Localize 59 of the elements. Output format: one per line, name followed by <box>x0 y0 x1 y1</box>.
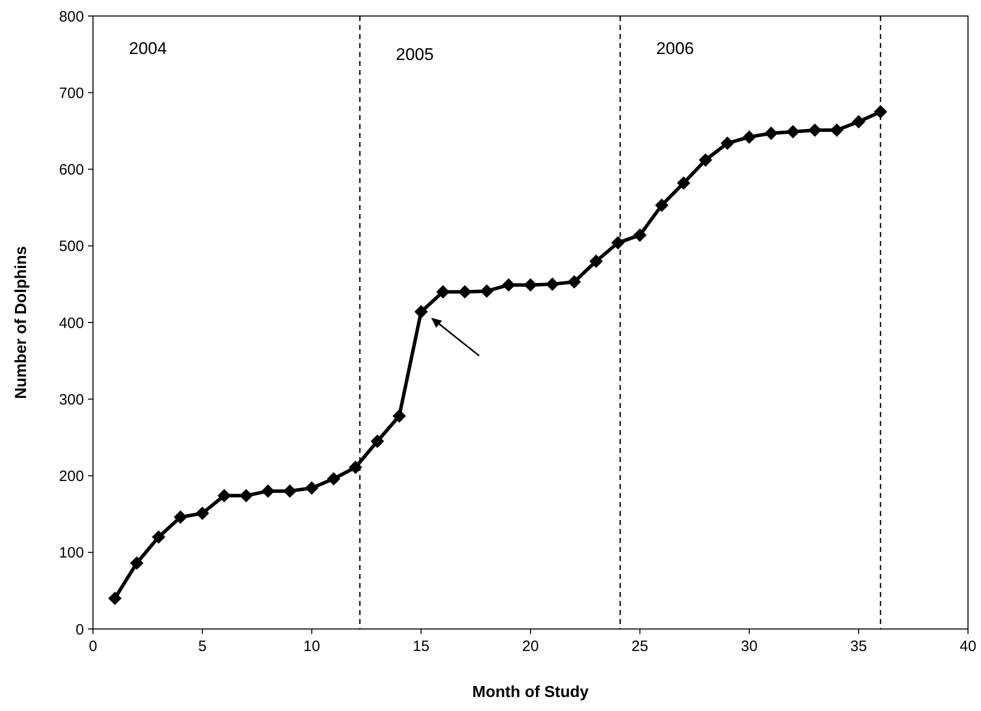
y-tick-label: 700 <box>58 84 84 102</box>
point <box>764 126 778 140</box>
x-tick-label: 40 <box>960 638 976 655</box>
point <box>130 556 144 570</box>
x-axis-title: Month of Study <box>472 684 589 701</box>
point <box>305 482 318 495</box>
point <box>502 278 516 292</box>
point <box>370 434 384 448</box>
point <box>874 105 887 118</box>
annotation: 2004 <box>129 39 167 58</box>
point <box>524 278 537 292</box>
point <box>240 489 253 502</box>
x-tick-label: 15 <box>412 638 430 655</box>
y-tick-label: 800 <box>58 8 84 26</box>
point <box>546 278 559 291</box>
point <box>174 510 187 524</box>
y-tick-label: 500 <box>58 238 84 256</box>
point <box>349 460 362 474</box>
point <box>612 236 624 250</box>
point <box>152 530 166 544</box>
point <box>392 409 406 422</box>
x-tick-label: 25 <box>632 638 648 655</box>
point <box>436 285 450 298</box>
point <box>720 136 734 150</box>
x-tick-label: 30 <box>740 638 758 655</box>
point <box>830 124 844 137</box>
annotation: 2006 <box>656 39 694 58</box>
point <box>633 228 646 242</box>
point <box>327 472 340 486</box>
point <box>786 125 800 138</box>
point <box>655 198 668 212</box>
y-tick-label: 100 <box>58 544 84 562</box>
point <box>218 489 231 502</box>
x-tick-label: 5 <box>198 638 207 655</box>
point <box>414 305 428 318</box>
x-tick-label: 10 <box>303 638 320 655</box>
point <box>262 484 274 498</box>
point <box>108 592 122 605</box>
point <box>458 285 472 298</box>
point <box>677 176 690 190</box>
point <box>283 484 296 498</box>
point <box>196 506 209 520</box>
point <box>568 275 581 288</box>
point <box>480 284 494 298</box>
y-tick-label: 300 <box>58 391 84 408</box>
x-tick-label: 35 <box>850 638 867 655</box>
point <box>742 130 756 144</box>
x-tick-label: 0 <box>88 638 98 655</box>
point <box>808 124 822 137</box>
y-tick-label: 0 <box>76 621 84 638</box>
x-tick-label: 20 <box>522 638 539 655</box>
y-axis-title: Number of Dolphins <box>13 246 30 399</box>
point <box>590 254 603 268</box>
y-tick-label: 200 <box>58 468 84 485</box>
y-tick-label: 600 <box>58 162 84 178</box>
annotation: 2005 <box>396 45 434 64</box>
y-tick-label: 400 <box>58 314 84 332</box>
point <box>699 154 712 167</box>
point <box>852 115 866 128</box>
